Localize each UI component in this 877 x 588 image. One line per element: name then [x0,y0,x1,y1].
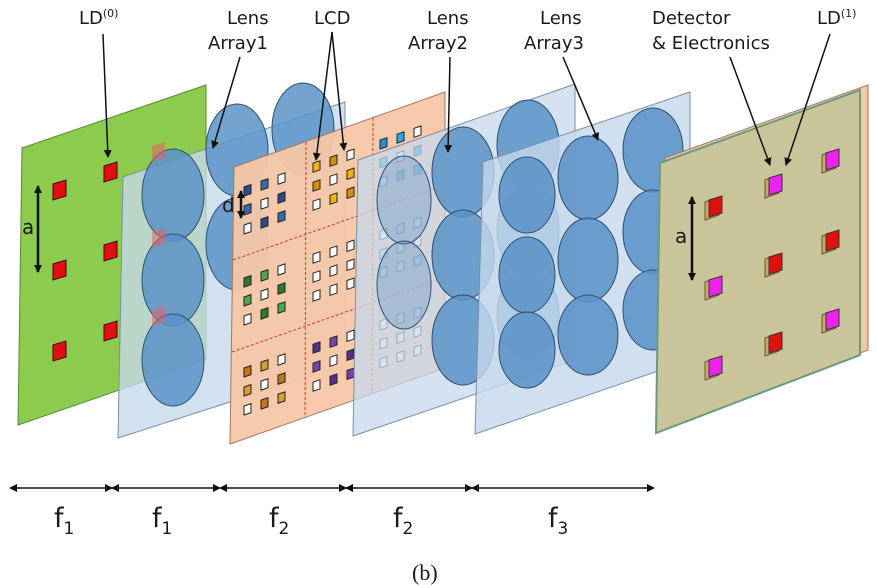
lcd-pixel [277,372,286,385]
ld0-label: LD(0) [79,7,118,29]
lcd-pixel [329,283,338,297]
lens-array1-label-line1: Lens [227,8,269,29]
lcd-pixel [346,277,355,291]
lcd-pixel [243,364,252,378]
lcd-pixel [346,367,355,381]
figure-caption: (b) [412,560,438,585]
lcd-pixel [346,258,355,272]
detector-label-line1: Detector [652,8,731,29]
lcd-pixel [329,335,338,349]
lcd-pixel [312,198,321,211]
lcd-pixel [277,391,286,404]
ld1-emitter-square [825,148,840,171]
distance-label-5: f3 [548,503,568,539]
lcd-pixel [329,354,338,368]
lcd-pixel [260,216,269,229]
lcd-pixel [312,360,321,373]
lcd-pixel [243,293,252,307]
lcd-pixel [260,288,269,301]
lcd-pixel [260,269,269,282]
lcd-pixel [329,173,338,187]
lcd-pixel [329,373,338,387]
lcd-pixel [277,282,286,295]
lcd-pixel [312,379,321,392]
ld0-emitter-squares [52,161,118,362]
lcd-pixel [243,383,252,397]
lcd-pixel [312,179,321,192]
lcd-pixel [260,378,269,391]
lens-array1-lenses [141,82,335,407]
lcd-pixel [243,183,252,197]
lcd-pixel [243,402,252,416]
lcd-pixel [346,167,355,181]
ld1-emitter-square [708,195,723,218]
lcd-pixel [277,301,286,314]
lens-array2-label-line2: Array2 [408,33,468,54]
detector-plane: a [654,84,869,435]
lcd-pixel [277,353,286,366]
detector-pitch-label: a [675,224,687,248]
lcd-pixel [346,329,355,343]
lcd-pixel [243,312,252,326]
lcd-pixel [243,221,252,235]
svg-text:f1: f1 [152,503,172,539]
lcd-pixel [260,359,269,372]
lcd-pixel [413,125,422,139]
lens-array3-plane [474,91,691,435]
distance-label-1: f1 [54,503,74,539]
lcd-pixel [312,251,321,264]
lcd-pixel [312,341,321,354]
lens-array3-label-line2: Array3 [524,33,584,54]
lcd-pixel [329,264,338,278]
lens-array2-label-line1: Lens [427,8,469,29]
ld1-emitter-square [708,275,723,298]
lcd-label: LCD [314,8,350,29]
lcd-pixel [243,202,252,216]
svg-text:f3: f3 [548,503,568,539]
lcd-pixel [346,148,355,162]
ld1-emitter-square [768,331,783,354]
lcd-pixel [260,307,269,320]
lcd-pixel [312,289,321,302]
lcd-pixel [243,274,252,288]
lcd-pixel [346,239,355,253]
lcd-pixel [260,397,269,410]
detector-squares [704,148,840,381]
lcd-pixel [346,348,355,362]
ld0-pitch-label: a [22,215,34,239]
distance-label-2: f1 [152,503,172,539]
lcd-pixel [346,186,355,200]
detector-label-line2: & Electronics [652,33,770,54]
lens-array3-label-line1: Lens [540,8,582,29]
lcd-pitch-label: d [222,193,235,217]
ld1-emitter-square [768,173,783,196]
distance-label-4: f2 [393,503,413,539]
lcd-pixel [312,270,321,283]
lcd-pixel [379,136,388,150]
ld1-label: LD(1) [817,7,856,29]
lcd-pixel [277,172,286,185]
lcd-pixel [312,160,321,173]
lcd-pixel [277,263,286,276]
svg-text:f2: f2 [269,503,289,539]
lcd-pixel [277,191,286,204]
lcd-pixel [260,197,269,210]
lcd-pixel [260,178,269,191]
svg-text:f1: f1 [54,503,74,539]
lens-array1-label-line2: Array1 [208,33,268,54]
lcd-pixel [329,154,338,168]
lcd-pixel [396,131,405,144]
distance-label-3: f2 [269,503,289,539]
svg-text:f2: f2 [393,503,413,539]
lcd-pixel [329,192,338,206]
ld1-emitter-square [825,229,840,252]
lcd-pixel [277,210,286,223]
ld1-emitter-square [768,252,783,275]
lcd-pixel [329,245,338,259]
ld1-emitter-square [825,308,840,331]
ld1-emitter-square [708,355,723,378]
